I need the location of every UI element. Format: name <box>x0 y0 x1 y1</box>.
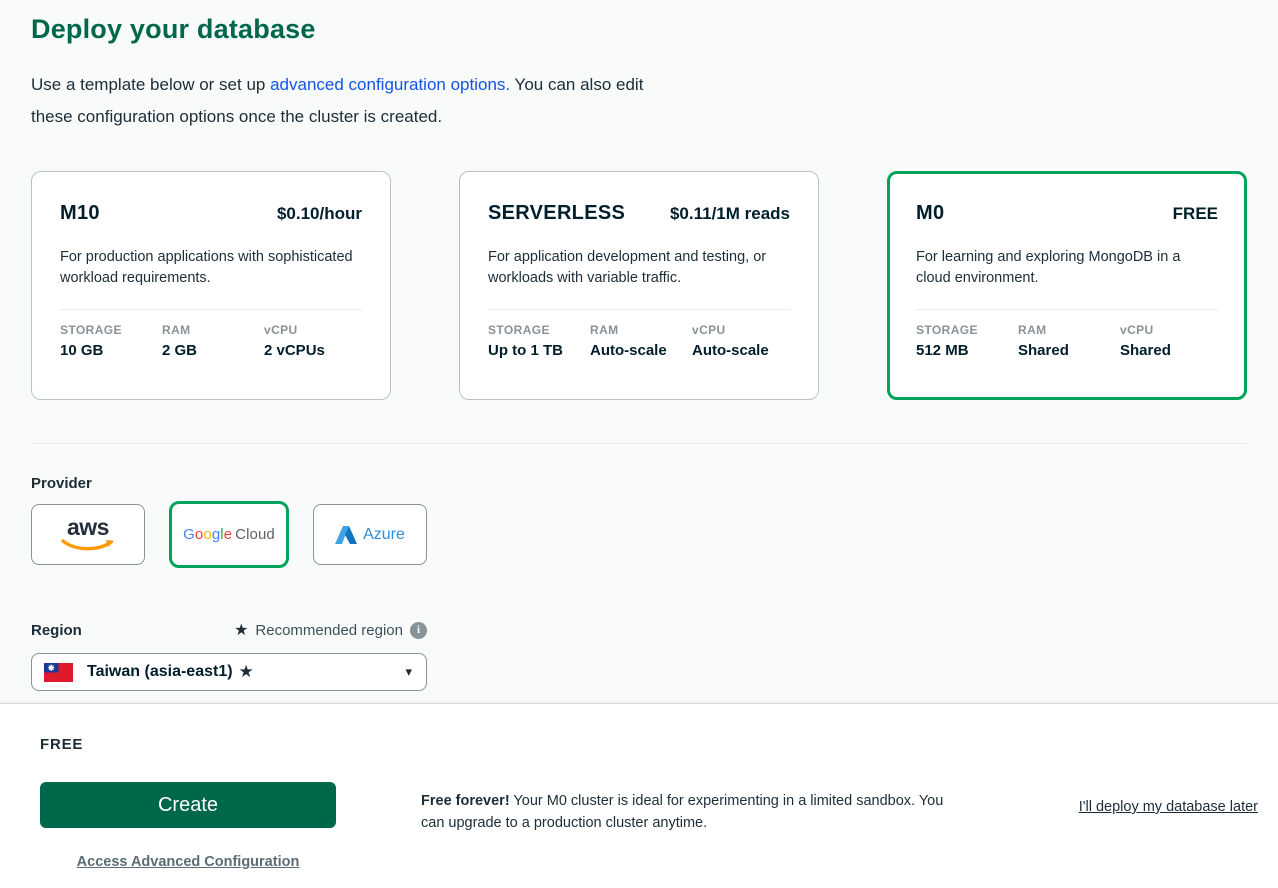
spec-vcpu: vCPU Shared <box>1120 323 1171 359</box>
region-label: Region <box>31 621 82 639</box>
region-header: Region ★ Recommended region i <box>31 620 427 640</box>
aws-logo-icon: aws <box>61 516 115 553</box>
selected-tier-badge: FREE <box>40 736 84 753</box>
card-price: $0.11/1M reads <box>669 204 790 223</box>
card-title: M0 <box>916 202 945 224</box>
card-head: M0 FREE <box>916 202 1218 225</box>
google-cloud-logo-icon: Google Cloud <box>183 526 275 543</box>
azure-logo-icon: Azure <box>335 525 405 544</box>
intro-text: Use a template below or set up advanced … <box>31 69 651 133</box>
card-price: $0.10/hour <box>276 204 362 223</box>
deploy-later-link[interactable]: I'll deploy my database later <box>1078 799 1258 815</box>
card-specs: STORAGE 512 MB RAM Shared vCPU Shared <box>916 323 1218 359</box>
provider-label: Provider <box>31 475 92 492</box>
advanced-configuration-link[interactable]: advanced configuration options. <box>270 75 511 94</box>
spec-storage: STORAGE 10 GB <box>60 323 122 359</box>
card-title: M10 <box>60 202 100 224</box>
intro-after: You can also edit these configuration op… <box>31 75 644 126</box>
spec-storage: STORAGE Up to 1 TB <box>488 323 563 359</box>
card-price: FREE <box>1172 204 1218 223</box>
card-description: For application development and testing,… <box>488 249 767 286</box>
deploy-footer-bar: FREE Create Access Advanced Configuratio… <box>0 703 1278 888</box>
card-specs: STORAGE 10 GB RAM 2 GB vCPU 2 vCPUs <box>60 323 362 359</box>
region-selected-value: Taiwan (asia-east1) <box>87 663 233 680</box>
page-title: Deploy your database <box>31 14 316 44</box>
provider-options: aws Google Cloud Azure <box>31 501 1247 568</box>
card-divider <box>60 309 362 310</box>
section-divider <box>31 443 1247 444</box>
footer-left-column: FREE Create Access Advanced Configuratio… <box>40 704 336 870</box>
card-title: SERVERLESS <box>488 202 626 224</box>
deploy-database-panel: Deploy your database Use a template belo… <box>31 14 1247 691</box>
card-divider <box>488 309 790 310</box>
spec-vcpu: vCPU 2 vCPUs <box>264 323 325 359</box>
taiwan-flag-icon <box>44 662 73 682</box>
spec-ram: RAM Shared <box>1018 323 1069 359</box>
spec-ram: RAM 2 GB <box>162 323 198 359</box>
star-icon: ★ <box>234 622 249 639</box>
recommended-region-text: Recommended region <box>255 621 403 639</box>
free-forever-note: Free forever! Your M0 cluster is ideal f… <box>421 790 969 834</box>
card-specs: STORAGE Up to 1 TB RAM Auto-scale vCPU A… <box>488 323 790 359</box>
aws-smile-icon <box>61 539 114 551</box>
card-serverless[interactable]: SERVERLESS $0.11/1M reads For applicatio… <box>459 171 819 400</box>
provider-google-cloud-button[interactable]: Google Cloud <box>169 501 289 568</box>
card-head: M10 $0.10/hour <box>60 202 362 225</box>
access-advanced-configuration-link[interactable]: Access Advanced Configuration <box>76 854 300 870</box>
intro-before: Use a template below or set up <box>31 75 271 94</box>
card-divider <box>916 309 1218 310</box>
card-m0-selected[interactable]: M0 FREE For learning and exploring Mongo… <box>887 171 1247 400</box>
provider-aws-button[interactable]: aws <box>31 504 145 565</box>
spec-ram: RAM Auto-scale <box>590 323 667 359</box>
provider-azure-button[interactable]: Azure <box>313 504 427 565</box>
card-description: For learning and exploring MongoDB in a … <box>916 249 1181 286</box>
create-button[interactable]: Create <box>40 782 336 828</box>
card-description: For production applications with sophist… <box>60 249 353 286</box>
free-forever-rest: Your M0 cluster is ideal for experimenti… <box>421 793 944 831</box>
chevron-down-icon: ▾ <box>405 664 412 679</box>
card-head: SERVERLESS $0.11/1M reads <box>488 202 790 225</box>
region-star-icon: ★ <box>238 662 254 681</box>
recommended-region-legend: ★ Recommended region i <box>234 620 427 640</box>
spec-vcpu: vCPU Auto-scale <box>692 323 769 359</box>
info-icon[interactable]: i <box>410 621 427 639</box>
card-m10[interactable]: M10 $0.10/hour For production applicatio… <box>31 171 391 400</box>
cluster-template-cards: M10 $0.10/hour For production applicatio… <box>31 171 1247 400</box>
free-forever-bold: Free forever! <box>421 793 510 809</box>
region-dropdown[interactable]: Taiwan (asia-east1) ★ ▾ <box>31 653 427 691</box>
spec-storage: STORAGE 512 MB <box>916 323 978 359</box>
